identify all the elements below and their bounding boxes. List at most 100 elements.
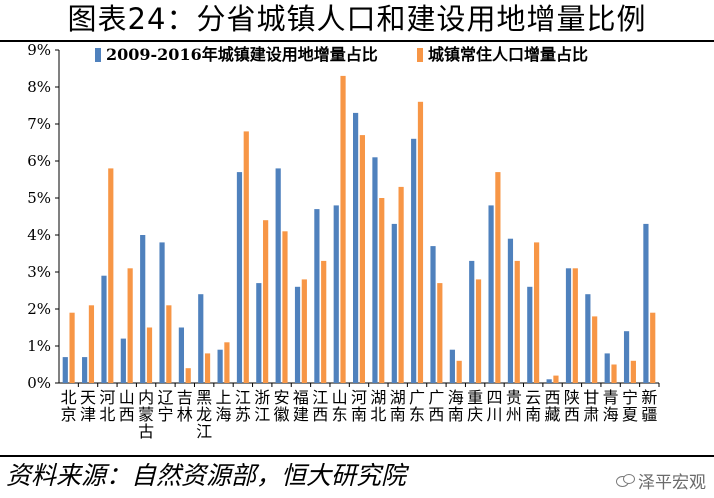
x-tick-label: 宁夏 [622, 388, 638, 424]
bar-population-9 [243, 131, 249, 383]
bar-population-23 [514, 260, 520, 383]
x-tick-label: 河南 [351, 388, 367, 424]
bar-land-12 [294, 286, 301, 383]
bar-land-24 [527, 286, 533, 383]
bar-population-6 [185, 368, 191, 383]
x-tick-label: 江西 [312, 388, 328, 424]
bar-population-20 [456, 360, 462, 383]
bar-population-27 [592, 316, 598, 383]
y-tick-label: 1% [27, 337, 51, 355]
legend-label-population: 城镇常住人口增量占比 [428, 45, 588, 64]
bar-land-0 [62, 357, 68, 383]
x-tick-label: 海南 [448, 388, 464, 424]
bar-population-19 [437, 283, 443, 383]
bar-population-5 [166, 305, 172, 383]
x-tick-label: 重庆 [467, 388, 483, 424]
bar-population-26 [572, 268, 578, 383]
x-tick-label: 辽宁 [157, 388, 173, 424]
bar-land-20 [449, 349, 455, 383]
bar-population-21 [475, 279, 482, 383]
y-tick-label: 3% [27, 263, 51, 281]
bar-land-5 [159, 242, 165, 383]
x-tick-label: 西藏 [545, 388, 561, 424]
bar-population-16 [379, 198, 385, 383]
watermark-text: 泽平宏观 [638, 473, 706, 493]
x-tick-label: 陕西 [564, 388, 580, 424]
title-rule [0, 40, 714, 42]
x-tick-label: 山西 [119, 388, 135, 424]
legend-swatch-land [95, 48, 101, 62]
x-tick-label: 北京 [61, 388, 77, 424]
legend-label-land: 2009-2016年城镇建设用地增量占比 [106, 45, 378, 64]
source-rule [0, 455, 714, 457]
bar-land-18 [411, 138, 417, 383]
bar-land-22 [488, 205, 494, 383]
bar-land-19 [430, 246, 436, 383]
bar-land-3 [120, 338, 126, 383]
bar-land-7 [198, 294, 204, 383]
y-tick-label: 8% [27, 78, 51, 96]
bar-population-12 [301, 279, 307, 383]
bar-land-1 [82, 357, 88, 383]
bar-population-1 [88, 305, 95, 383]
x-tick-label: 天津 [80, 388, 96, 424]
bar-chart: 0% 1% 2% 3% 4% 5% 6% 7% 8% 9% 北京天津河北山西内蒙古辽宁吉林黑龙江上海… [27, 42, 660, 441]
watermark: 泽平宏观 [616, 468, 706, 493]
y-tick-label: 4% [27, 226, 51, 244]
x-tick-label: 河北 [99, 388, 115, 424]
x-tick-label: 浙江 [254, 388, 270, 424]
bar-population-15 [359, 135, 365, 383]
bar-population-14 [340, 75, 346, 384]
bar-land-11 [275, 168, 281, 383]
y-tick-label: 6% [27, 152, 51, 170]
bar-population-4 [146, 327, 153, 383]
x-tick-label: 内蒙古 [138, 388, 154, 441]
x-tick-label: 广东 [409, 388, 425, 424]
legend-swatch-population [417, 48, 423, 62]
y-tick-label: 9% [27, 42, 51, 59]
bar-land-29 [623, 331, 630, 383]
x-tick-label: 新疆 [641, 388, 657, 424]
bar-land-4 [140, 235, 146, 383]
bar-land-27 [585, 294, 591, 383]
x-tick-label: 贵州 [506, 388, 522, 424]
bar-population-8 [224, 342, 230, 383]
x-tick-label: 黑龙江 [196, 388, 212, 441]
bar-land-23 [507, 238, 514, 383]
bar-population-13 [321, 260, 327, 383]
bar-population-2 [108, 168, 114, 383]
bar-population-7 [204, 353, 211, 383]
y-tick-label: 7% [27, 115, 51, 133]
bar-population-25 [553, 375, 559, 383]
y-tick-label: 5% [27, 189, 51, 207]
x-tick-label: 四川 [486, 388, 502, 424]
bar-land-10 [256, 283, 262, 383]
x-tick-label: 云南 [525, 388, 541, 424]
bar-population-17 [398, 186, 404, 383]
bar-land-9 [236, 172, 243, 383]
bar-land-15 [353, 112, 359, 384]
bar-land-21 [469, 260, 475, 383]
x-tick-label: 山东 [332, 388, 348, 424]
x-tick-label: 广西 [428, 388, 444, 424]
x-tick-label: 安徽 [274, 388, 290, 424]
bar-population-30 [650, 312, 656, 383]
chart-title: 图表24：分省城镇人口和建设用地增量比例 [67, 2, 647, 36]
bar-population-0 [69, 312, 75, 383]
bar-land-17 [391, 223, 397, 383]
bar-land-14 [333, 205, 339, 383]
bar-land-25 [546, 379, 552, 383]
wechat-icon [616, 473, 635, 488]
y-tick-label: 0% [27, 374, 51, 392]
x-tick-label: 福建 [293, 388, 309, 424]
bar-land-2 [101, 275, 107, 383]
x-tick-label: 湖北 [370, 388, 386, 424]
bar-land-6 [178, 327, 185, 383]
y-tick-label: 2% [27, 300, 51, 318]
x-tick-label: 上海 [216, 388, 232, 424]
bar-population-18 [417, 101, 424, 384]
x-tick-label: 江苏 [235, 388, 251, 424]
bar-population-29 [630, 360, 636, 383]
bar-land-30 [643, 223, 649, 383]
bar-population-3 [127, 268, 133, 383]
